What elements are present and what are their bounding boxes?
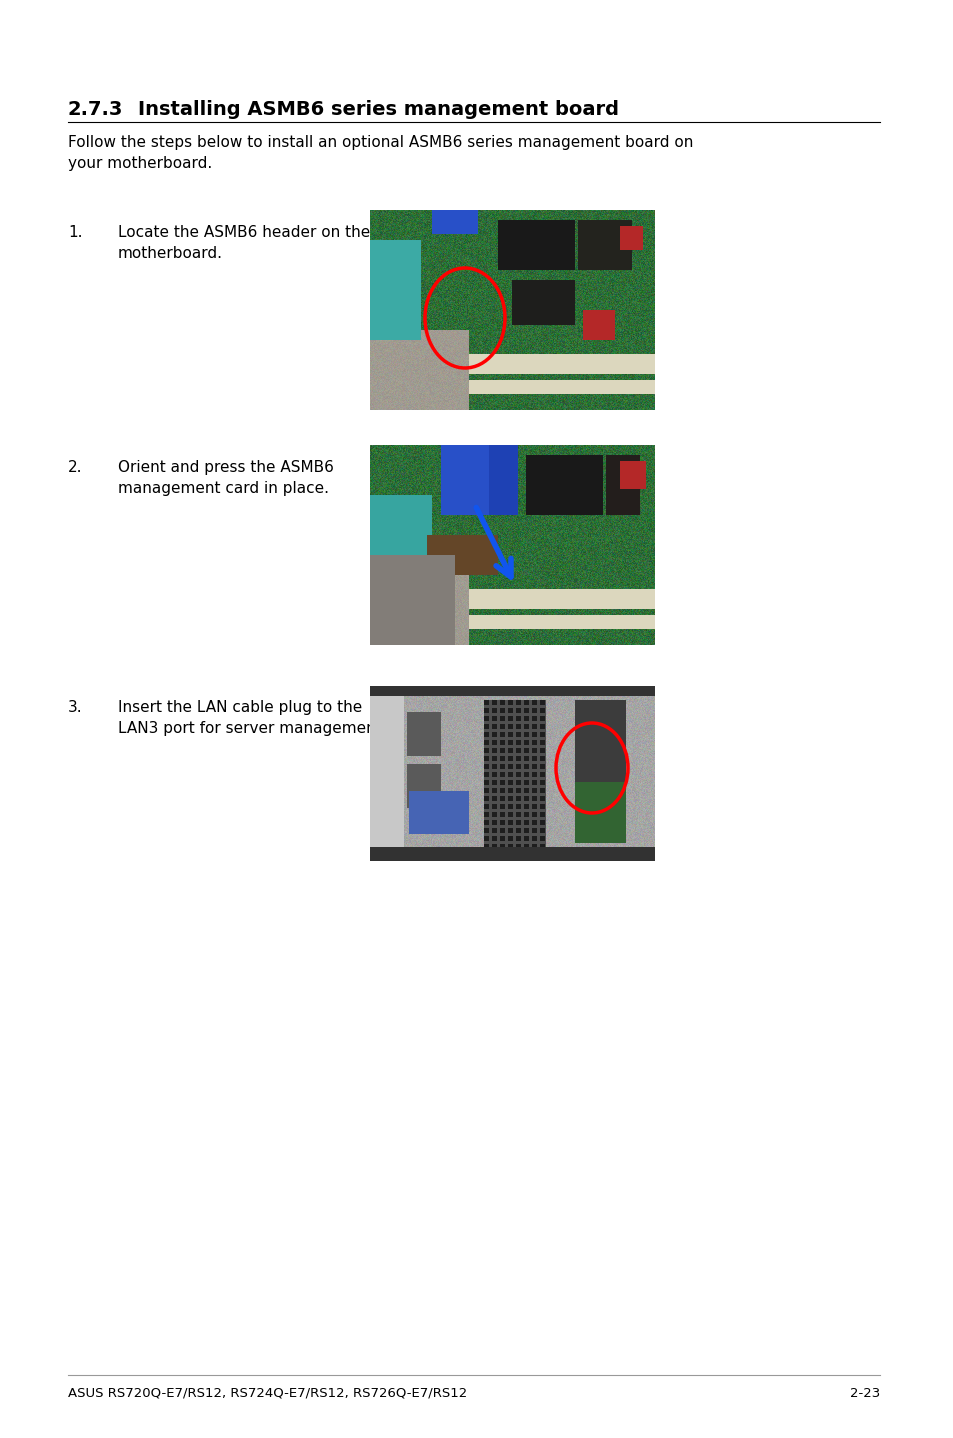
- Text: Installing ASMB6 series management board: Installing ASMB6 series management board: [138, 101, 618, 119]
- Text: 3.: 3.: [68, 700, 83, 715]
- Text: Follow the steps below to install an optional ASMB6 series management board on
y: Follow the steps below to install an opt…: [68, 135, 693, 171]
- Text: Locate the ASMB6 header on the
motherboard.: Locate the ASMB6 header on the motherboa…: [118, 224, 370, 262]
- Text: 2-23: 2-23: [849, 1388, 879, 1401]
- Text: Insert the LAN cable plug to the
LAN3 port for server management.: Insert the LAN cable plug to the LAN3 po…: [118, 700, 386, 736]
- Text: 2.: 2.: [68, 460, 82, 475]
- Text: ASUS RS720Q-E7/RS12, RS724Q-E7/RS12, RS726Q-E7/RS12: ASUS RS720Q-E7/RS12, RS724Q-E7/RS12, RS7…: [68, 1388, 467, 1401]
- Text: 1.: 1.: [68, 224, 82, 240]
- Text: Orient and press the ASMB6
management card in place.: Orient and press the ASMB6 management ca…: [118, 460, 334, 496]
- Text: 2.7.3: 2.7.3: [68, 101, 123, 119]
